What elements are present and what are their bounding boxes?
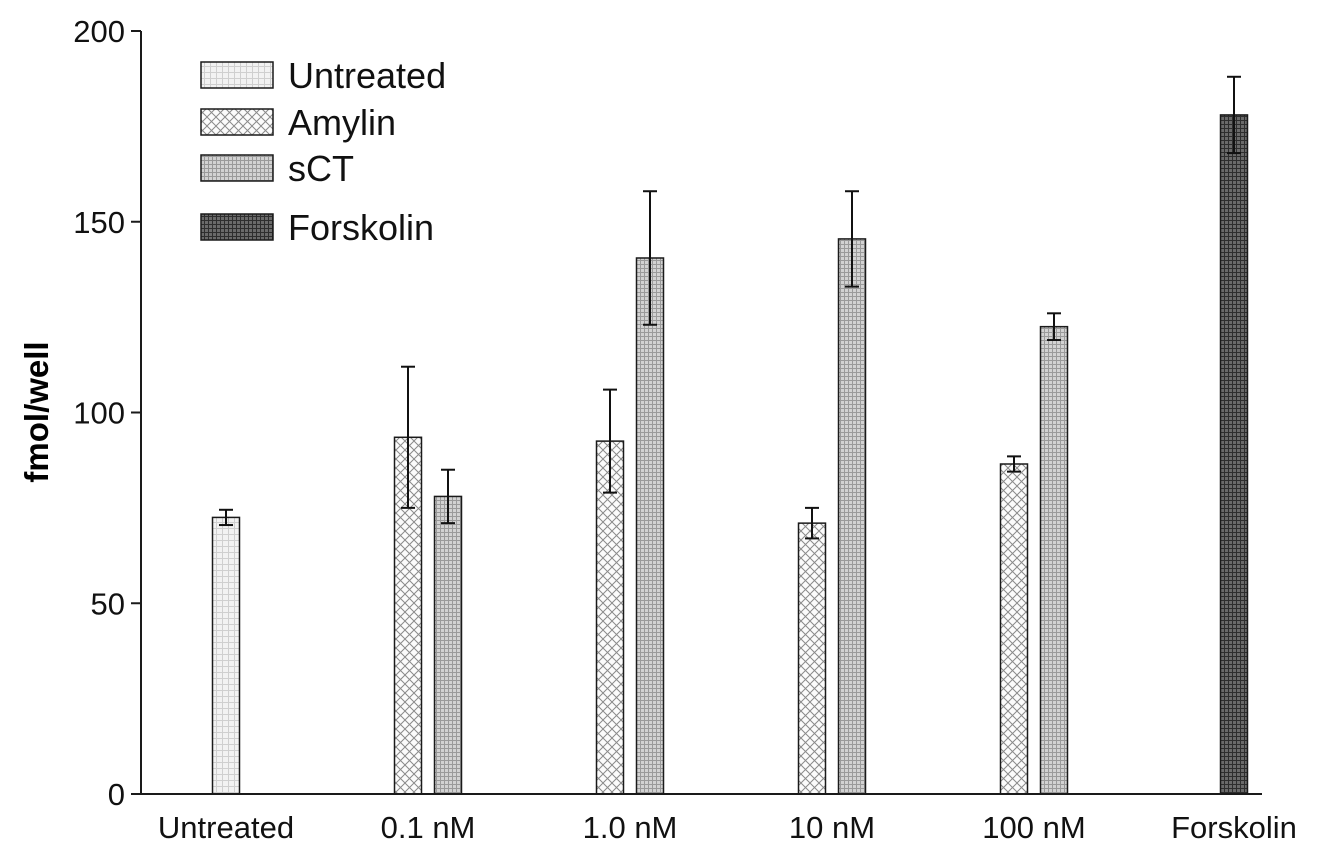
- legend-item-amylin: Amylin: [200, 102, 396, 143]
- legend-swatch: [200, 61, 274, 89]
- error-bar-sct-10-nm: [845, 190, 859, 288]
- bar-sct-100-nm: [1039, 325, 1069, 795]
- legend-swatch: [200, 154, 274, 182]
- legend-label: sCT: [288, 148, 354, 189]
- bar-sct-0-1-nm: [433, 495, 463, 795]
- bar-amylin-1-0-nm: [595, 440, 625, 795]
- x-tick-label: 0.1 nM: [381, 810, 476, 844]
- y-tick-label: 0: [108, 777, 125, 812]
- error-bar-sct-100-nm: [1047, 312, 1061, 342]
- error-bar-amylin-10-nm: [805, 506, 819, 540]
- bar-amylin-10-nm: [797, 522, 827, 795]
- error-bar-amylin-1-0-nm: [603, 388, 617, 494]
- legend-swatch: [200, 213, 274, 241]
- y-tick-label: 100: [73, 396, 125, 431]
- bar-amylin-100-nm: [999, 463, 1029, 795]
- legend-label: Forskolin: [288, 207, 434, 248]
- bars-layer: [211, 114, 1249, 795]
- bar-forskolin-forskolin: [1219, 114, 1249, 795]
- axes: [140, 31, 1262, 795]
- x-tick-label: Untreated: [158, 810, 294, 844]
- y-axis-title: fmol/well: [18, 341, 55, 482]
- y-tick-label: 50: [91, 586, 125, 621]
- legend-swatch: [200, 108, 274, 136]
- bar-sct-1-0-nm: [635, 257, 665, 795]
- y-tick-label: 150: [73, 205, 125, 240]
- error-bar-untreated-untreated: [219, 508, 233, 527]
- legend-item-forskolin: Forskolin: [200, 207, 434, 248]
- error-bars-layer: [219, 75, 1241, 540]
- y-tick-label: 200: [73, 14, 125, 49]
- x-tick-label: 100 nM: [982, 810, 1085, 844]
- legend-item-untreated: Untreated: [200, 55, 446, 96]
- y-axis-ticks: 0 50 100 150 200: [73, 14, 141, 812]
- legend-label: Untreated: [288, 55, 446, 96]
- bar-sct-10-nm: [837, 238, 867, 795]
- x-tick-label: 1.0 nM: [583, 810, 678, 844]
- x-tick-label: Forskolin: [1171, 810, 1297, 844]
- legend-item-sct: sCT: [200, 148, 354, 189]
- error-bar-sct-1-0-nm: [643, 190, 657, 326]
- error-bar-sct-0-1-nm: [441, 468, 455, 525]
- error-bar-amylin-0-1-nm: [401, 365, 415, 509]
- legend: Untreated Amylin sCT Forskolin: [200, 55, 446, 248]
- x-tick-label: 10 nM: [789, 810, 875, 844]
- legend-label: Amylin: [288, 102, 396, 143]
- error-bar-forskolin-forskolin: [1227, 75, 1241, 155]
- x-axis-ticks: Untreated 0.1 nM 1.0 nM 10 nM 100 nM Forskoli…: [158, 810, 1297, 844]
- error-bar-amylin-100-nm: [1007, 455, 1021, 473]
- bar-untreated-untreated: [211, 516, 241, 795]
